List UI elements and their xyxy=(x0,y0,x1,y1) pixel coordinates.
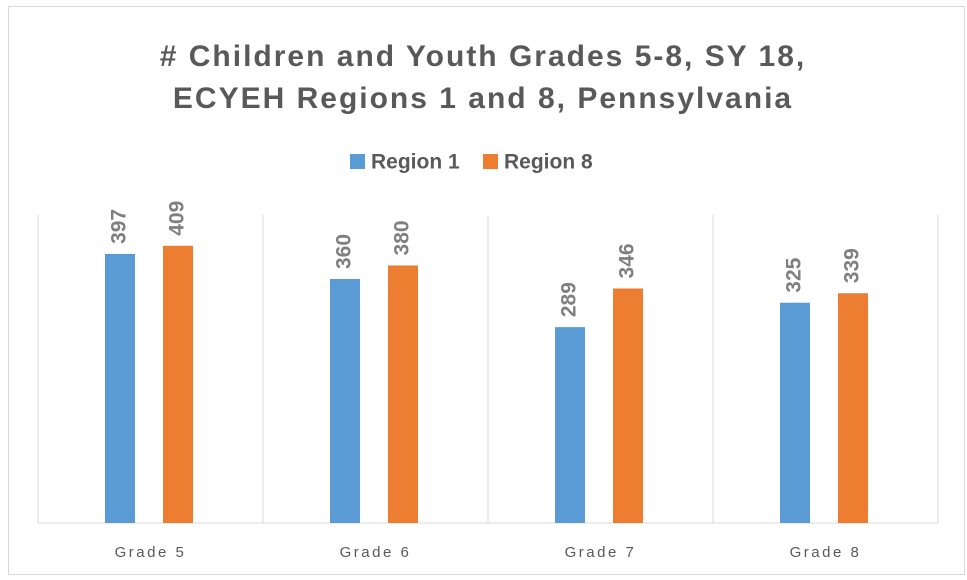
bar xyxy=(613,288,643,523)
chart-title: ECYEH Regions 1 and 8, Pennsylvania xyxy=(173,82,793,115)
data-label: 339 xyxy=(841,248,864,283)
data-label: 289 xyxy=(558,282,581,317)
legend-swatch xyxy=(483,154,498,169)
x-tick-label: Grade 5 xyxy=(115,544,187,561)
x-tick-label: Grade 7 xyxy=(565,544,637,561)
data-label: 360 xyxy=(333,234,356,269)
x-tick-label: Grade 8 xyxy=(790,544,862,561)
bar xyxy=(330,279,360,523)
data-label: 397 xyxy=(108,209,131,244)
bar xyxy=(388,265,418,523)
bar xyxy=(838,293,868,523)
data-label: 380 xyxy=(391,220,414,255)
data-label: 325 xyxy=(783,257,806,292)
bar xyxy=(780,302,810,523)
legend-label: Region 1 xyxy=(371,151,460,174)
data-label: 409 xyxy=(166,201,189,236)
data-label: 346 xyxy=(616,243,639,278)
chart-title: # Children and Youth Grades 5-8, SY 18, xyxy=(160,40,807,73)
bar xyxy=(555,327,585,523)
legend-label: Region 8 xyxy=(504,151,593,174)
bar xyxy=(105,253,135,523)
x-tick-label: Grade 6 xyxy=(340,544,412,561)
legend-swatch xyxy=(350,154,365,169)
bar xyxy=(163,245,193,524)
